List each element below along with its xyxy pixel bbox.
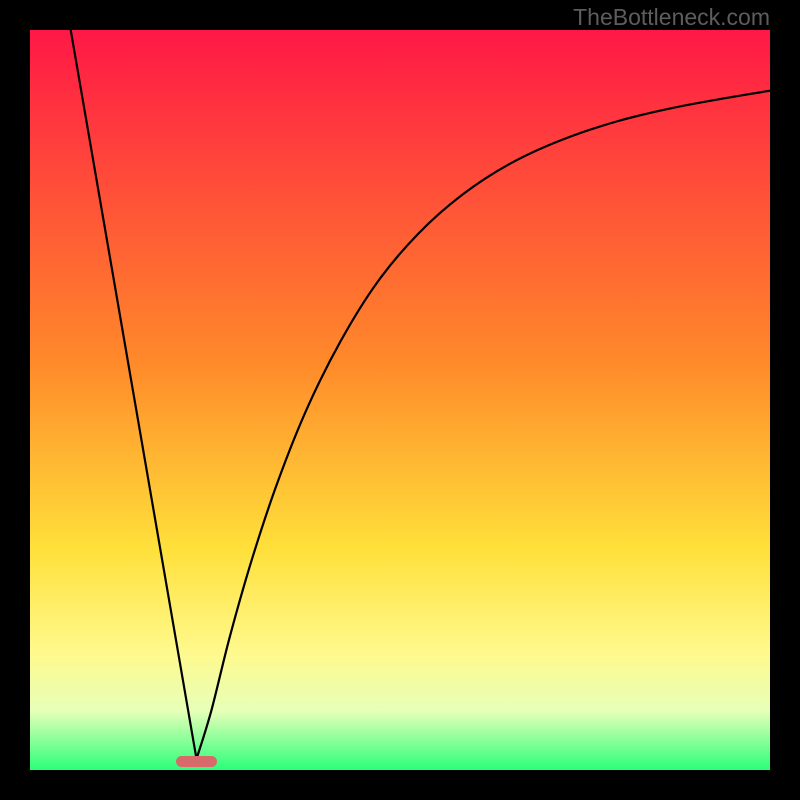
minimum-marker	[176, 756, 217, 767]
curve-path	[71, 30, 770, 759]
chart-frame: TheBottleneck.com	[0, 0, 800, 800]
bottleneck-curve	[0, 0, 800, 800]
